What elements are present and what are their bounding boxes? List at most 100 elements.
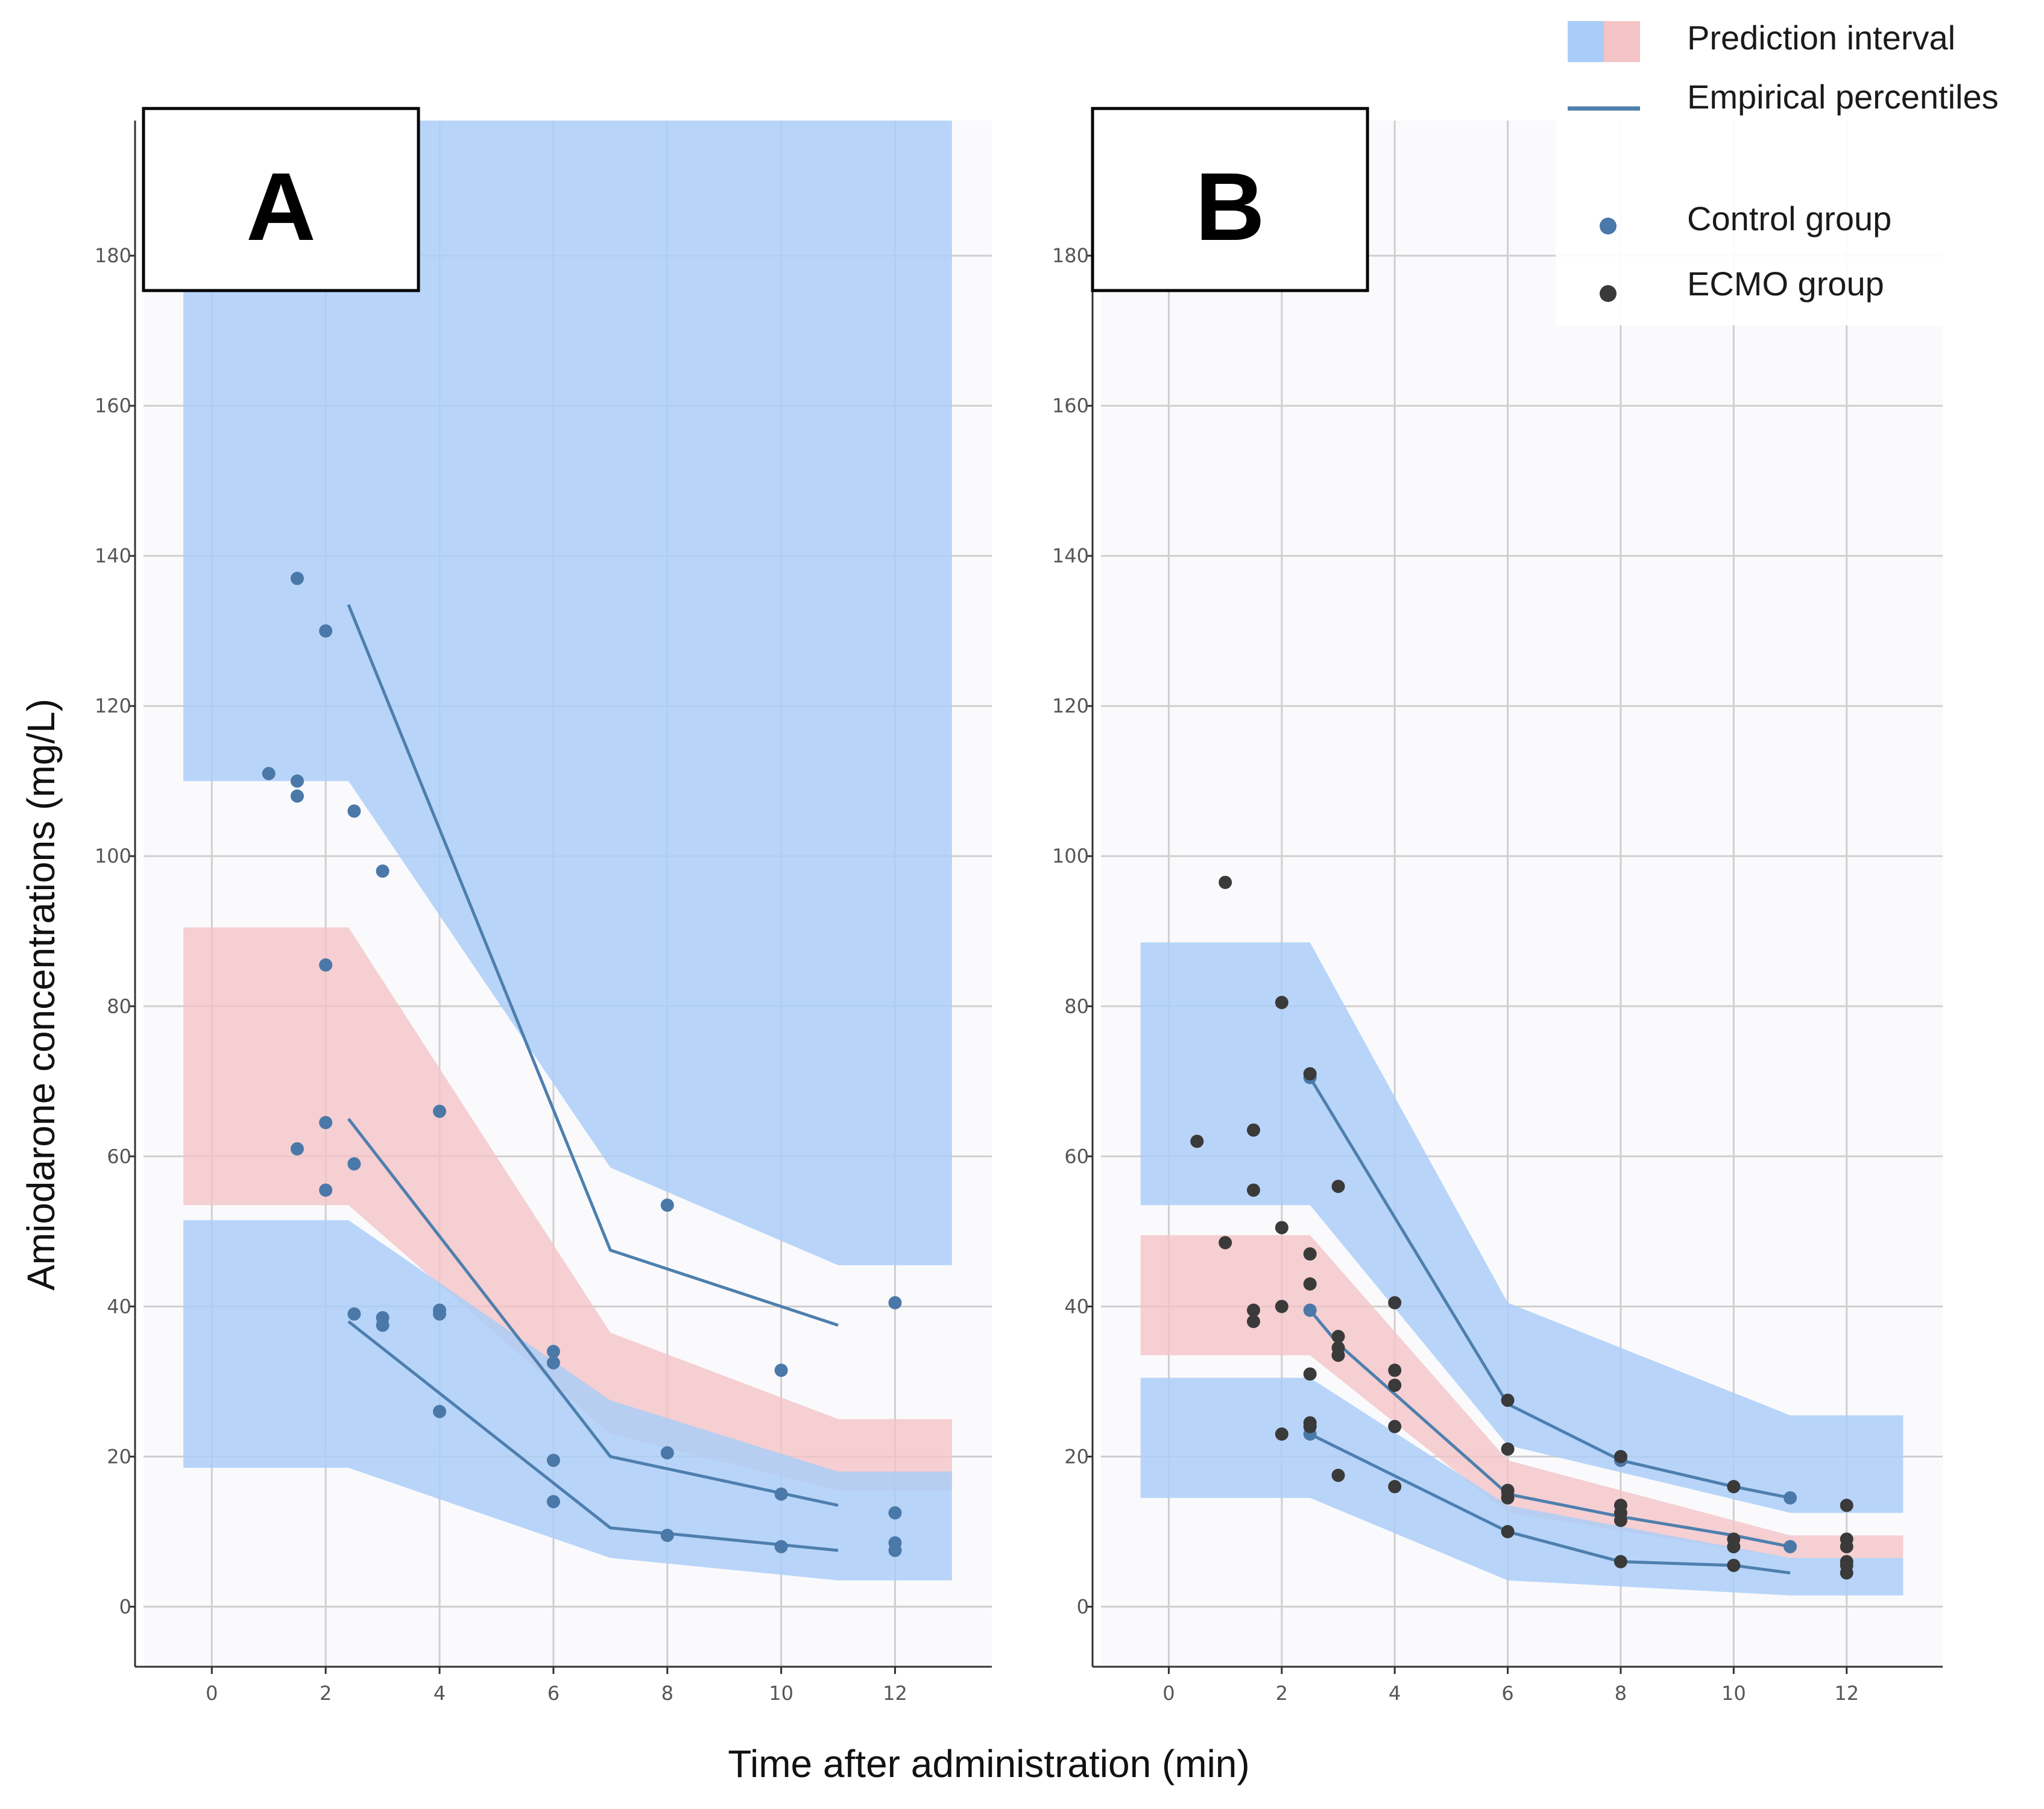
ecmo-point (1303, 1420, 1317, 1433)
prediction-band (1140, 1377, 1904, 1596)
control-point (290, 571, 304, 585)
control-point (376, 1318, 390, 1332)
x-tick-label: 8 (661, 1682, 673, 1705)
ecmo-point (1331, 1348, 1345, 1362)
x-tick-label: 4 (434, 1682, 446, 1705)
panel-b: 0 20 40 60 80 100 120 140 160 180 0 2 4 6 8 10 12 (1052, 121, 1943, 1705)
control-point (546, 1356, 560, 1370)
y-tick-label: 140 (1052, 544, 1089, 567)
control-point (774, 1364, 788, 1377)
control-point (433, 1307, 447, 1321)
panel-a: 0 20 40 60 80 100 120 140 160 180 0 2 4 6 8 10 12 (95, 121, 992, 1705)
legend-label-control-group: Control group (1687, 200, 1891, 238)
y-tick-label: 180 (1052, 244, 1089, 267)
ecmo-point (1219, 875, 1232, 889)
ecmo-point (1303, 1247, 1317, 1261)
y-tick-label: 40 (107, 1295, 131, 1318)
x-tick-label: 10 (769, 1682, 793, 1705)
y-tick-label: 80 (1064, 995, 1089, 1018)
control-point (319, 958, 333, 972)
ecmo-point (1613, 1450, 1627, 1464)
empirical-percentile-line (347, 1320, 839, 1552)
ecmo-point (1275, 1221, 1289, 1235)
control-point (290, 774, 304, 788)
panel-b-letter: B (1195, 153, 1265, 260)
panel-a-letter: A (246, 153, 316, 260)
ecmo-point (1303, 1277, 1317, 1291)
prediction-band (1140, 1235, 1904, 1558)
x-tick-label: 0 (206, 1682, 218, 1705)
control-point (262, 767, 276, 781)
x-tick-label: 6 (1501, 1682, 1513, 1705)
legend-ecmo-point (1600, 285, 1617, 302)
control-point (660, 1446, 674, 1460)
ecmo-point (1501, 1524, 1515, 1538)
control-point (376, 864, 390, 878)
legend-band-swatch (1568, 21, 1640, 62)
ecmo-point (1303, 1367, 1317, 1381)
x-tick-label: 0 (1162, 1682, 1175, 1705)
ecmo-point (1388, 1364, 1402, 1377)
ecmo-point (1840, 1566, 1853, 1580)
y-tick-label: 100 (95, 845, 131, 867)
ecmo-point (1190, 1134, 1204, 1148)
y-tick-label: 120 (1052, 694, 1089, 717)
legend-label-ecmo-group: ECMO group (1687, 265, 1884, 303)
ecmo-point (1331, 1468, 1345, 1482)
y-tick-label: 160 (95, 394, 131, 417)
y-tick-label: 140 (95, 544, 131, 567)
control-point (546, 1495, 560, 1509)
ecmo-point (1840, 1499, 1853, 1512)
y-tick-label: 100 (1052, 845, 1089, 867)
control-point (1784, 1491, 1797, 1505)
control-point (888, 1296, 902, 1310)
ecmo-point (1331, 1180, 1345, 1194)
control-point (319, 1183, 333, 1197)
prediction-band (1140, 942, 1904, 1513)
control-point (888, 1544, 902, 1558)
ecmo-point (1331, 1330, 1345, 1344)
control-point (433, 1104, 447, 1118)
y-tick-label: 20 (1064, 1445, 1089, 1468)
ecmo-point (1219, 1236, 1232, 1250)
ecmo-point (1501, 1442, 1515, 1456)
empirical-percentile-line (347, 1118, 839, 1507)
y-tick-label: 60 (1064, 1145, 1089, 1168)
y-axis-title: Amiodarone concentrations (mg/L) (19, 699, 63, 1291)
ecmo-point (1388, 1296, 1402, 1310)
prediction-band (183, 121, 952, 1265)
prediction-band (183, 927, 952, 1491)
legend-label-prediction-interval: Prediction interval (1687, 19, 1955, 57)
legend-label-empirical-percentiles: Empirical percentiles (1687, 78, 1999, 116)
x-tick-label: 6 (547, 1682, 560, 1705)
ecmo-point (1388, 1420, 1402, 1433)
ecmo-point (1275, 1427, 1289, 1441)
x-tick-label: 8 (1615, 1682, 1627, 1705)
x-tick-label: 10 (1721, 1682, 1746, 1705)
x-tick-label: 2 (320, 1682, 332, 1705)
ecmo-point (1246, 1303, 1260, 1317)
y-tick-label: 160 (1052, 394, 1089, 417)
ecmo-point (1501, 1393, 1515, 1407)
x-tick-label: 12 (883, 1682, 907, 1705)
y-tick-label: 120 (95, 694, 131, 717)
ecmo-point (1275, 1300, 1289, 1313)
control-point (1303, 1303, 1317, 1317)
control-point (888, 1506, 902, 1520)
ecmo-point (1840, 1540, 1853, 1553)
control-point (347, 804, 361, 818)
y-tick-label: 180 (95, 244, 131, 267)
control-point (660, 1198, 674, 1212)
x-tick-label: 4 (1389, 1682, 1401, 1705)
legend-control-point (1600, 218, 1617, 234)
control-point (660, 1529, 674, 1543)
empirical-percentile-line (347, 604, 839, 1327)
y-tick-label: 0 (119, 1595, 131, 1618)
x-tick-label: 2 (1276, 1682, 1288, 1705)
ecmo-point (1727, 1480, 1741, 1494)
control-point (433, 1405, 447, 1418)
control-point (319, 1116, 333, 1130)
panel-b-label-box: B (1091, 107, 1369, 292)
control-point (319, 624, 333, 638)
